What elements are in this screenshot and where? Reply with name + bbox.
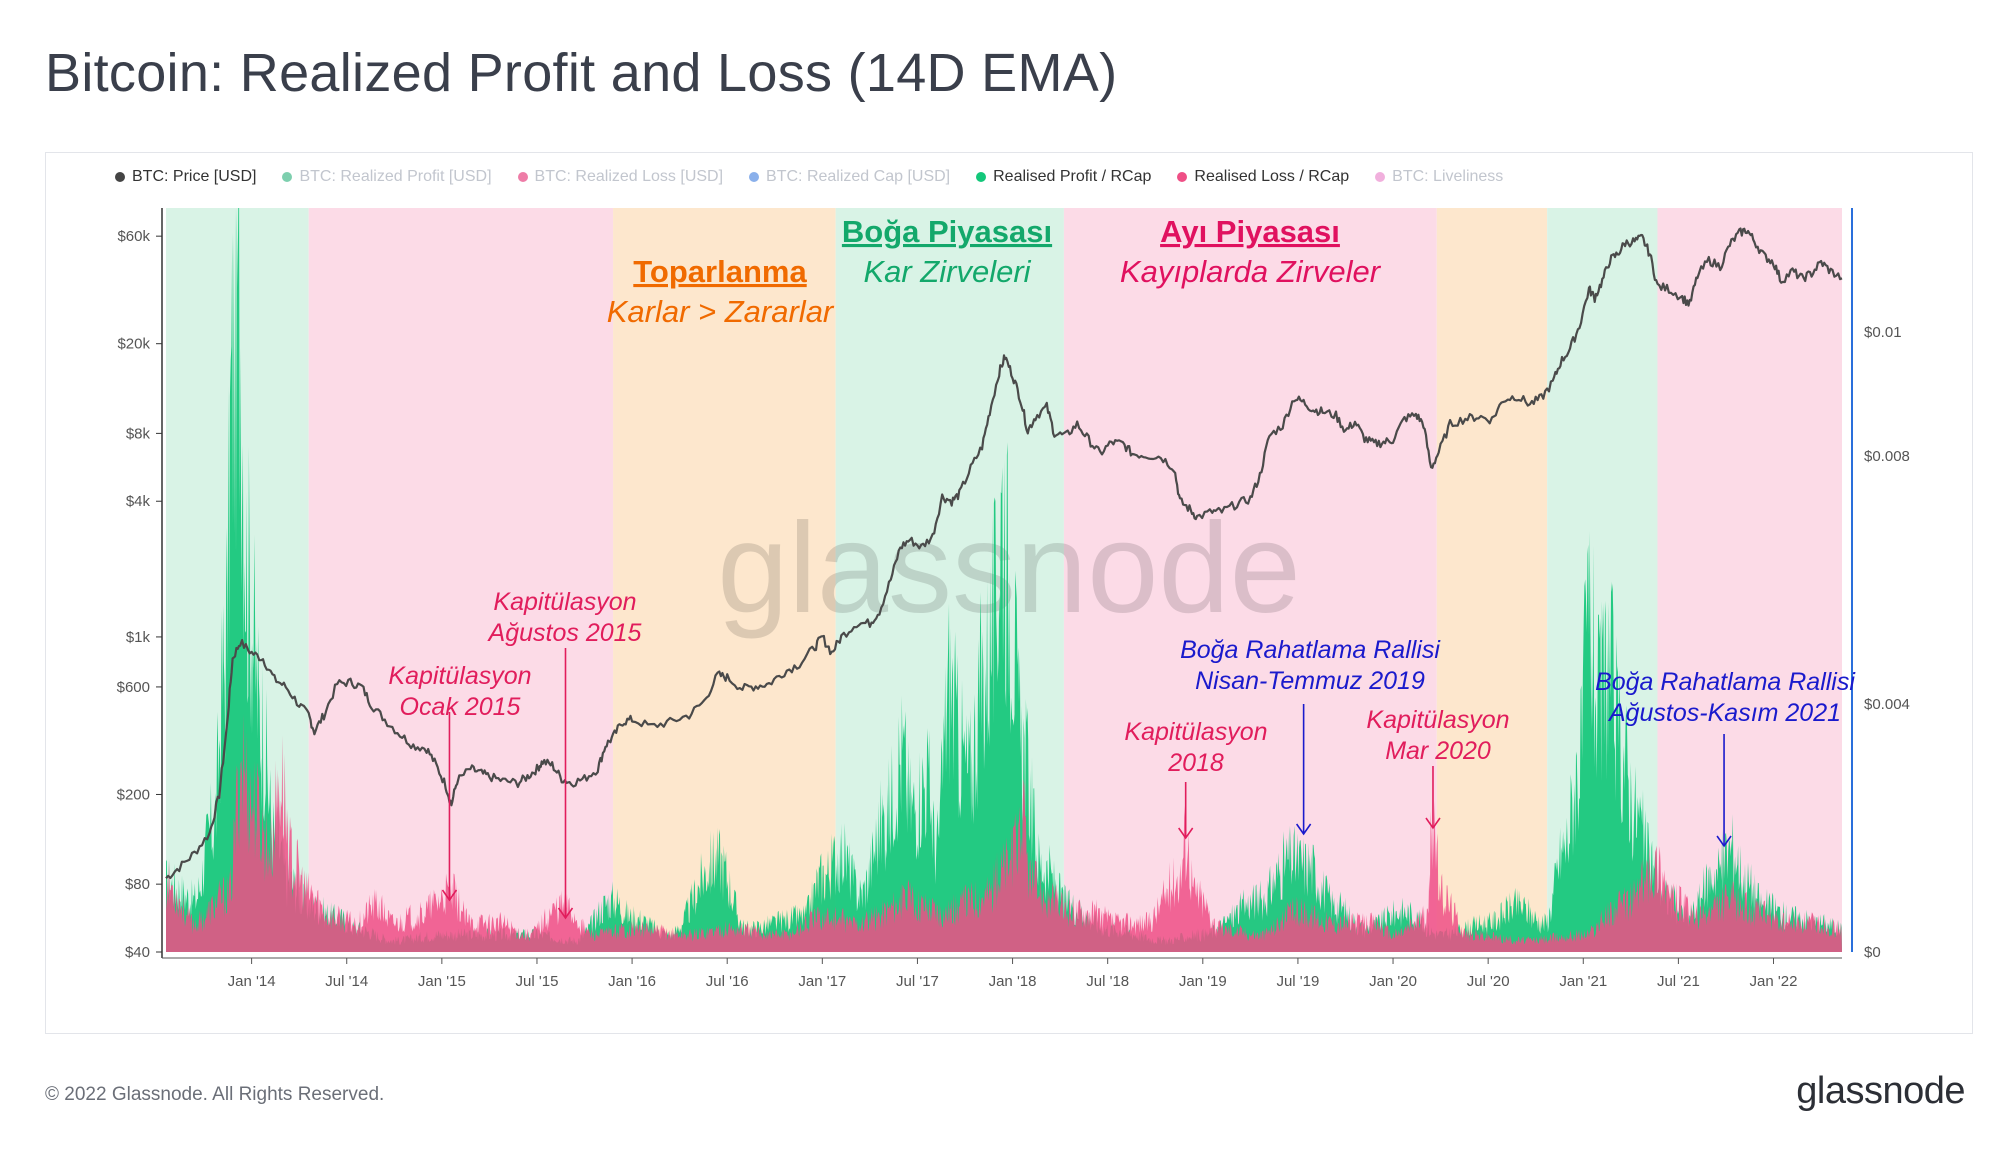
x-tick-label: Jan '22 bbox=[1750, 973, 1798, 990]
phase-band-recovery bbox=[613, 208, 836, 952]
legend-dot-liveliness bbox=[1375, 172, 1386, 182]
area-profit-rcap bbox=[166, 208, 1842, 952]
y-left-tick-label: $8k bbox=[126, 425, 151, 442]
annotation-text: Ağustos-Kasım 2021 bbox=[1607, 699, 1841, 727]
x-tick-label: Jan '17 bbox=[798, 973, 846, 990]
chart-legend: BTC: Price [USD] BTC: Realized Profit [U… bbox=[115, 168, 1503, 186]
glassnode-logo: glassnode bbox=[1796, 1070, 1965, 1112]
y-right-tick-label: $0.008 bbox=[1864, 448, 1910, 465]
legend-item-profit-rcap[interactable]: Realised Profit / RCap bbox=[976, 168, 1151, 186]
phase-title-recovery: Toparlanma bbox=[633, 254, 807, 289]
x-tick-label: Jul '14 bbox=[325, 973, 368, 990]
chart-panel bbox=[45, 152, 1973, 1034]
x-tick-label: Jul '19 bbox=[1276, 973, 1319, 990]
phase-subtitle-bear: Kayıplarda Zirveler bbox=[1120, 254, 1382, 289]
annotation-arrow-head bbox=[441, 889, 458, 902]
x-tick-label: Jul '21 bbox=[1657, 973, 1700, 990]
x-tick-label: Jan '21 bbox=[1559, 973, 1607, 990]
phase-subtitle-recovery: Karlar > Zararlar bbox=[607, 294, 835, 329]
legend-label-loss-rcap: Realised Loss / RCap bbox=[1194, 168, 1350, 185]
legend-dot-loss-rcap bbox=[1177, 172, 1188, 182]
y-right-tick-label: $0.01 bbox=[1864, 324, 1902, 341]
y-left-tick-label: $4k bbox=[126, 493, 151, 510]
y-left-tick-label: $40 bbox=[125, 944, 150, 961]
legend-label-profit-rcap: Realised Profit / RCap bbox=[993, 168, 1152, 185]
x-tick-label: Jan '19 bbox=[1179, 973, 1227, 990]
legend-label-realized-profit: BTC: Realized Profit [USD] bbox=[299, 168, 492, 185]
legend-label-realized-loss: BTC: Realized Loss [USD] bbox=[534, 168, 724, 185]
legend-item-realized-profit[interactable]: BTC: Realized Profit [USD] bbox=[282, 168, 492, 186]
legend-label-price: BTC: Price [USD] bbox=[132, 168, 257, 185]
annotation-text: Kapitülasyon bbox=[1124, 718, 1267, 746]
legend-item-realized-loss[interactable]: BTC: Realized Loss [USD] bbox=[517, 168, 724, 186]
annotation-text: Kapitülasyon bbox=[1366, 706, 1509, 734]
page-title: Bitcoin: Realized Profit and Loss (14D E… bbox=[45, 43, 1118, 103]
annotation-text: Boğa Rahatlama Rallisi bbox=[1180, 636, 1441, 664]
price-line bbox=[165, 227, 1843, 880]
phase-band-recovery bbox=[1436, 208, 1548, 952]
phase-band-bear bbox=[1657, 208, 1842, 952]
annotation-arrow-head bbox=[1178, 827, 1194, 840]
y-left-tick-label: $60k bbox=[117, 228, 150, 245]
annotation-text: Kapitülasyon bbox=[493, 588, 636, 616]
annotation-text: 2018 bbox=[1167, 749, 1224, 777]
annotation-arrow-head bbox=[1425, 817, 1441, 830]
x-tick-label: Jan '18 bbox=[989, 973, 1037, 990]
phase-title-bull: Boğa Piyasası bbox=[842, 214, 1052, 249]
legend-dot-realized-cap bbox=[749, 172, 760, 182]
annotation-arrow-head bbox=[557, 907, 574, 920]
x-tick-label: Jul '18 bbox=[1086, 973, 1129, 990]
legend-dot-profit-rcap bbox=[976, 172, 987, 182]
phase-subtitle-bull: Kar Zirveleri bbox=[863, 254, 1031, 289]
legend-item-liveliness[interactable]: BTC: Liveliness bbox=[1375, 168, 1503, 186]
legend-dot-realized-profit bbox=[282, 172, 293, 182]
legend-label-realized-cap: BTC: Realized Cap [USD] bbox=[766, 168, 951, 185]
y-right-tick-label: $0 bbox=[1864, 944, 1881, 961]
legend-item-price[interactable]: BTC: Price [USD] bbox=[115, 168, 256, 186]
x-tick-label: Jan '15 bbox=[418, 973, 466, 990]
footer-copyright: © 2022 Glassnode. All Rights Reserved. bbox=[45, 1084, 385, 1105]
y-left-tick-label: $20k bbox=[117, 336, 150, 353]
legend-dot-price bbox=[115, 172, 125, 182]
y-left-tick-label: $80 bbox=[125, 876, 150, 893]
annotation-arrow-head bbox=[1295, 823, 1312, 836]
phase-title-bear: Ayı Piyasası bbox=[1160, 214, 1340, 249]
annotation-text: Mar 2020 bbox=[1385, 737, 1491, 765]
annotation-text: Boğa Rahatlama Rallisi bbox=[1595, 668, 1856, 696]
legend-item-realized-cap[interactable]: BTC: Realized Cap [USD] bbox=[749, 168, 950, 186]
y-left-tick-label: $600 bbox=[117, 679, 150, 696]
x-tick-label: Jul '16 bbox=[706, 973, 749, 990]
annotation-text: Nisan-Temmuz 2019 bbox=[1195, 667, 1425, 695]
x-tick-label: Jan '14 bbox=[228, 973, 276, 990]
annotation-text: Ocak 2015 bbox=[400, 693, 521, 721]
y-left-tick-label: $200 bbox=[117, 786, 150, 803]
annotation-arrow-head bbox=[1716, 835, 1732, 848]
area-loss-rcap bbox=[166, 714, 1842, 952]
phase-band-bear bbox=[308, 208, 614, 952]
y-left-tick-label: $1k bbox=[126, 629, 151, 646]
x-tick-label: Jul '20 bbox=[1467, 973, 1510, 990]
legend-dot-realized-loss bbox=[517, 172, 528, 182]
legend-label-liveliness: BTC: Liveliness bbox=[1392, 168, 1504, 185]
annotation-text: Ağustos 2015 bbox=[487, 619, 642, 647]
annotation-text: Kapitülasyon bbox=[388, 662, 531, 690]
legend-item-loss-rcap[interactable]: Realised Loss / RCap bbox=[1177, 168, 1349, 186]
y-right-tick-label: $0.004 bbox=[1864, 696, 1910, 713]
x-tick-label: Jul '15 bbox=[516, 973, 559, 990]
x-tick-label: Jul '17 bbox=[896, 973, 939, 990]
x-tick-label: Jan '16 bbox=[608, 973, 656, 990]
x-tick-label: Jan '20 bbox=[1369, 973, 1417, 990]
phase-band-bear bbox=[1063, 208, 1437, 952]
